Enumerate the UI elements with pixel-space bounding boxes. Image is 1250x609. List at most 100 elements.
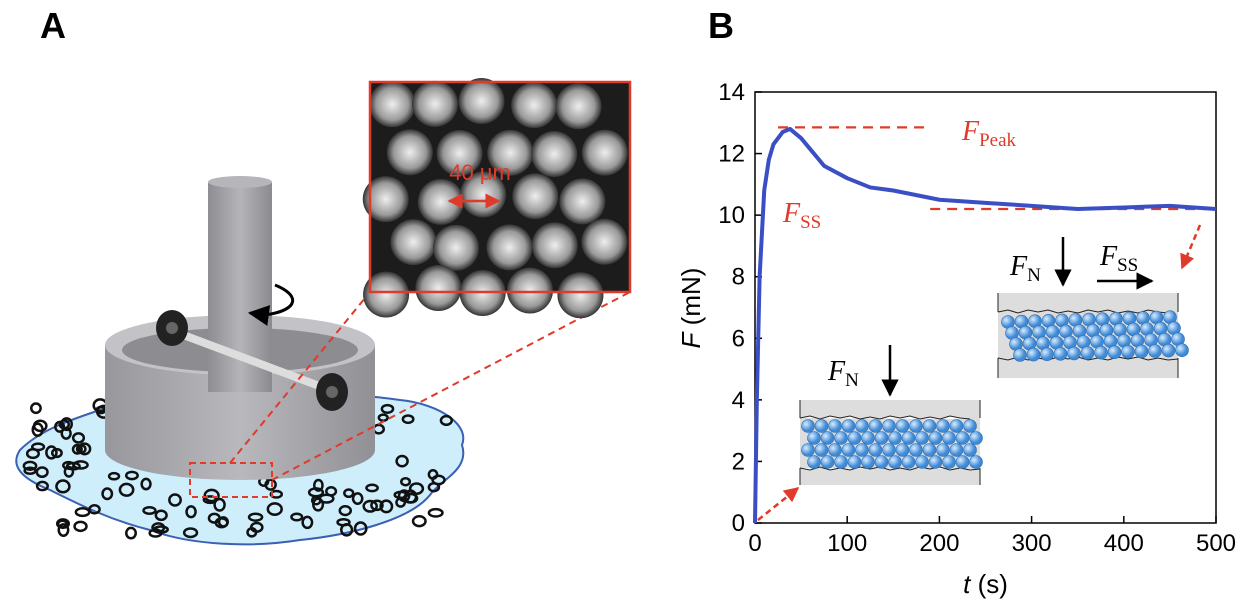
x-axis-symbol: t	[963, 569, 972, 599]
particle	[379, 499, 394, 514]
grain	[363, 271, 410, 318]
grain	[487, 129, 534, 176]
particle	[380, 403, 395, 414]
sphere	[834, 455, 848, 469]
sphere	[949, 443, 964, 457]
particle	[353, 521, 368, 536]
particle	[154, 509, 168, 522]
particle	[336, 518, 351, 527]
grain	[436, 130, 483, 177]
sphere	[820, 431, 835, 445]
grain	[390, 219, 437, 266]
sphere	[882, 443, 896, 457]
particle	[427, 481, 441, 493]
grain	[506, 267, 553, 314]
sphere	[841, 419, 856, 433]
particle	[77, 442, 92, 456]
sphere	[901, 431, 916, 445]
particle	[301, 515, 314, 530]
grain	[362, 176, 409, 223]
sphere	[915, 431, 929, 445]
grain	[531, 130, 578, 177]
sphere	[874, 431, 889, 445]
particle	[393, 490, 409, 500]
particle	[31, 422, 44, 437]
x-tick-label: 200	[919, 530, 959, 557]
particle	[71, 443, 83, 455]
sphere	[861, 431, 875, 445]
sphere	[909, 443, 923, 457]
y-tick-label: 12	[718, 141, 745, 168]
sphere	[895, 443, 910, 457]
sphere	[1067, 346, 1081, 361]
particle	[101, 487, 114, 501]
sphere	[861, 455, 875, 469]
particle	[269, 489, 284, 499]
annotation-symbol: F	[1009, 251, 1028, 282]
sphere	[955, 455, 970, 469]
grain	[581, 218, 628, 265]
sphere	[915, 455, 929, 469]
particle	[400, 476, 412, 487]
particle	[54, 420, 66, 433]
sphere	[888, 431, 902, 445]
data-line	[753, 126, 1217, 524]
annotation: FSS	[782, 198, 821, 233]
particle	[247, 512, 264, 522]
particle	[74, 507, 91, 518]
particle	[365, 483, 379, 493]
sphere	[828, 419, 842, 433]
sphere	[1026, 347, 1041, 362]
particle	[202, 495, 218, 505]
particle	[140, 477, 152, 491]
rheometer-illustration: 40 μm	[15, 77, 632, 546]
sphere	[942, 455, 956, 469]
sphere	[847, 455, 862, 469]
sphere	[928, 431, 943, 445]
particle	[57, 523, 70, 537]
particle	[343, 488, 355, 499]
grain	[512, 173, 559, 220]
particle	[213, 497, 226, 512]
particle	[185, 505, 197, 519]
particle	[313, 478, 324, 492]
annotation-subscript: SS	[800, 212, 821, 233]
grain	[581, 129, 628, 176]
x-tick-label: 300	[1012, 530, 1052, 557]
sphere	[942, 431, 956, 445]
sphere	[1040, 347, 1054, 362]
sphere	[1094, 345, 1108, 360]
annotation: FPeak	[961, 116, 1017, 151]
sphere	[814, 443, 829, 457]
plot-frame	[754, 91, 1217, 524]
y-axis-unit: (mN)	[676, 268, 706, 326]
sphere	[868, 443, 883, 457]
particle	[60, 417, 73, 432]
sphere	[828, 443, 842, 457]
sphere	[936, 419, 950, 433]
particle	[71, 432, 86, 444]
scale-label: 40 μm	[449, 160, 511, 185]
particle	[182, 527, 199, 539]
grain	[458, 77, 505, 124]
annotation-subscript: Peak	[979, 130, 1016, 151]
sphere	[1161, 343, 1176, 358]
sphere	[1121, 344, 1135, 359]
particle	[401, 414, 415, 425]
sphere	[801, 419, 815, 433]
particle	[22, 460, 38, 472]
particle	[318, 493, 335, 504]
particle	[124, 470, 139, 481]
grain	[411, 80, 458, 127]
particle	[23, 466, 37, 476]
annotation: FN	[1009, 251, 1041, 286]
particle	[35, 480, 49, 492]
grain	[369, 81, 416, 128]
sphere	[901, 455, 916, 469]
x-tick-label: 0	[748, 530, 761, 557]
particle	[351, 492, 364, 505]
annotation-subscript: SS	[1117, 255, 1138, 276]
particle	[362, 499, 378, 513]
x-axis-label: t (s)	[963, 569, 1008, 599]
